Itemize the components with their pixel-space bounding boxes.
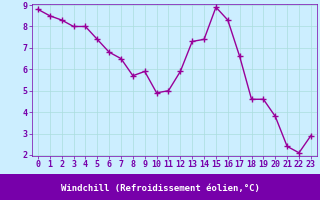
Text: Windchill (Refroidissement éolien,°C): Windchill (Refroidissement éolien,°C) — [60, 184, 260, 193]
